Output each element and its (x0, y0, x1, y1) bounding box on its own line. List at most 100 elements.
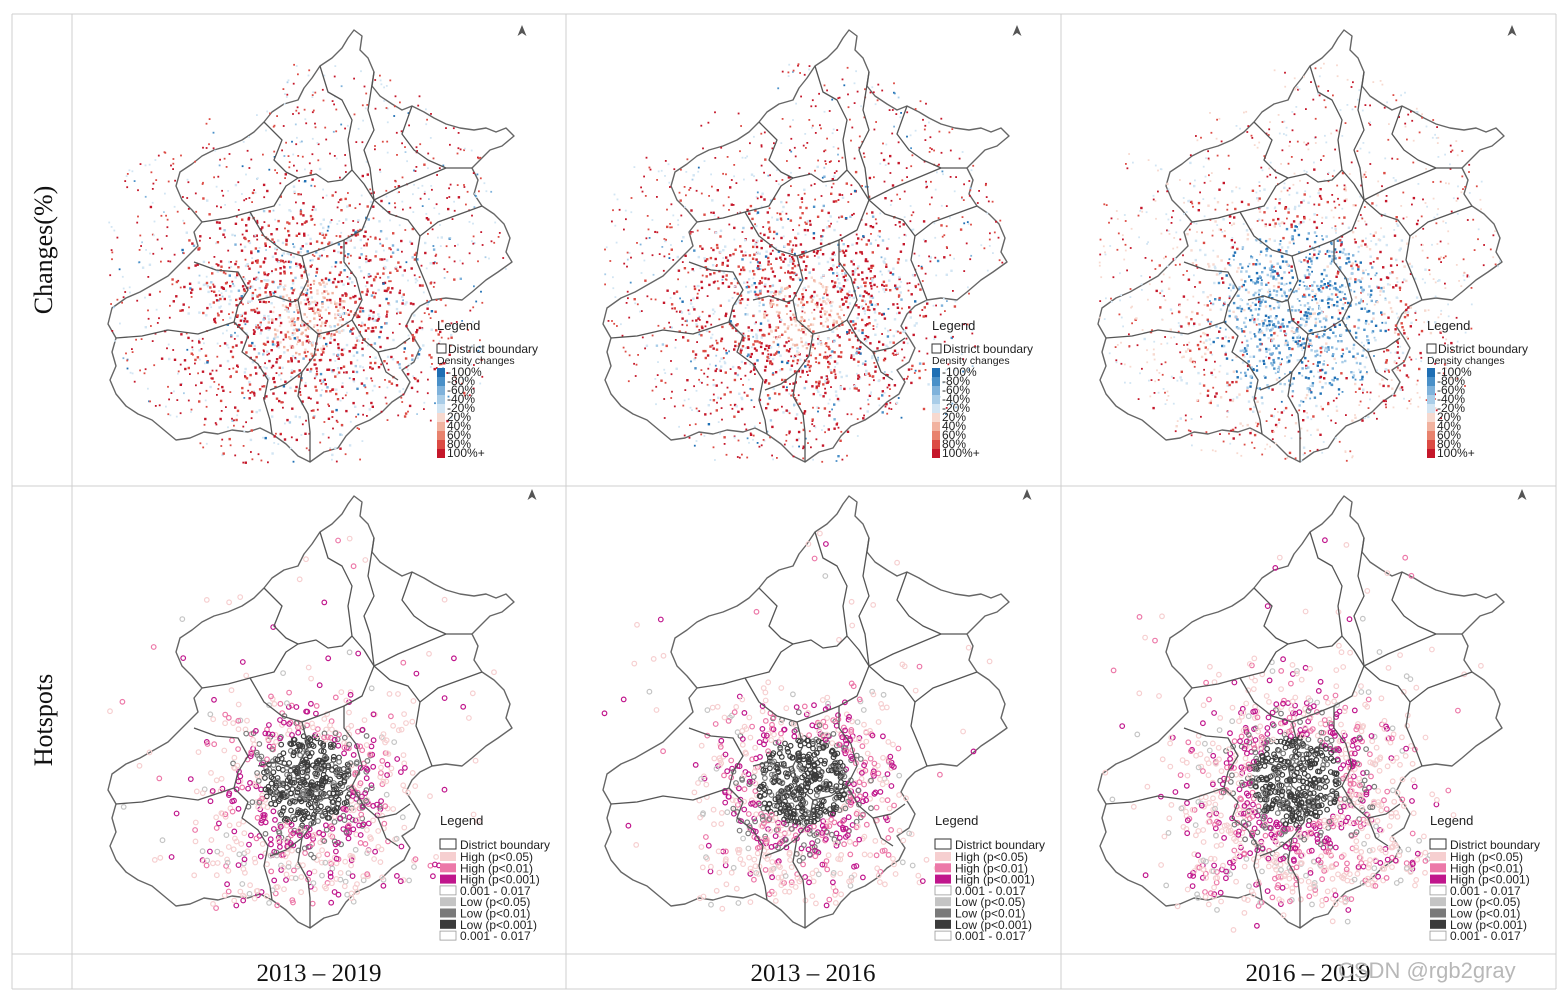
change-dot (329, 152, 331, 155)
change-dot (459, 383, 462, 386)
change-dot (893, 384, 897, 387)
change-dot (791, 278, 795, 281)
change-dot (717, 396, 720, 399)
hotspot-dot (291, 816, 298, 823)
change-dot (228, 302, 231, 306)
change-dot (402, 293, 405, 296)
change-dot (297, 112, 300, 115)
hotspot-dot (223, 832, 230, 839)
change-dot (399, 265, 402, 269)
change-dot (323, 236, 326, 239)
change-dot (435, 299, 438, 301)
change-dot (855, 251, 858, 255)
change-dot (195, 210, 198, 213)
change-dot (372, 319, 376, 322)
change-dot (679, 297, 681, 300)
change-dot (683, 186, 686, 188)
change-dot (205, 405, 208, 408)
change-dot (335, 460, 338, 463)
change-dot (278, 373, 281, 377)
change-dot (896, 306, 900, 309)
change-dot (377, 313, 380, 316)
change-dot (797, 194, 800, 196)
change-dot (183, 285, 186, 289)
change-dot (266, 283, 269, 286)
hotspot-dot (327, 873, 334, 880)
change-dot (354, 207, 357, 209)
hotspot-dot (354, 816, 361, 823)
hotspot-dot (363, 775, 370, 782)
change-dot (234, 276, 237, 279)
change-dot (249, 392, 252, 394)
hotspot-dot (268, 780, 275, 787)
change-dot (899, 225, 901, 228)
change-dot (284, 284, 287, 287)
change-dot (158, 404, 161, 407)
change-dot (843, 84, 846, 87)
change-dot (801, 306, 804, 309)
change-dot (431, 188, 433, 191)
change-dot (175, 415, 178, 418)
change-dot (326, 255, 329, 258)
district-boundary (201, 177, 299, 223)
change-dot (322, 218, 325, 221)
hotspot-dot (283, 792, 290, 799)
change-dot (345, 171, 347, 173)
hotspot-dot (362, 790, 369, 797)
change-dot (694, 356, 697, 359)
hotspot-dot (333, 876, 340, 882)
change-dot (280, 372, 283, 375)
change-dot (242, 445, 245, 447)
change-dot (732, 309, 735, 312)
change-dot (753, 282, 756, 285)
change-dot (754, 293, 758, 296)
change-dot (245, 224, 248, 227)
change-dot (871, 215, 875, 218)
change-dot (711, 264, 715, 267)
change-dot (810, 105, 813, 108)
change-dot (695, 189, 698, 192)
legend-label: -100% (447, 365, 482, 379)
change-dot (426, 392, 429, 395)
change-dot (614, 296, 617, 298)
hotspot-dot (257, 853, 264, 860)
change-dot (265, 249, 267, 251)
change-dot (413, 183, 415, 186)
change-dot (310, 184, 313, 187)
change-dot (295, 303, 298, 307)
change-dot (359, 228, 362, 232)
change-dot (352, 378, 355, 381)
change-dot (121, 275, 124, 278)
change-dot (266, 326, 269, 329)
change-dot (767, 353, 770, 356)
change-dot (863, 156, 866, 158)
change-dot (336, 309, 340, 312)
change-dot (792, 313, 795, 316)
change-dot (357, 127, 360, 130)
change-dot (627, 380, 630, 383)
change-dot (933, 149, 935, 152)
change-dot (399, 311, 402, 314)
change-dot (216, 342, 219, 345)
change-dot (987, 200, 990, 203)
hotspot-dot (324, 851, 331, 858)
hotspot-dot (341, 734, 348, 741)
change-dot (419, 197, 422, 200)
change-dot (349, 238, 352, 241)
change-dot (157, 154, 160, 157)
change-dot (841, 196, 845, 199)
hotspot-dot (364, 871, 371, 878)
change-dot (289, 210, 292, 213)
change-dot (797, 430, 801, 434)
hotspot-dot (369, 751, 376, 758)
change-dot (301, 323, 304, 326)
change-dot (398, 363, 401, 366)
hotspot-dot (271, 700, 278, 707)
change-dot (289, 447, 292, 450)
hotspot-dot (241, 869, 248, 876)
change-dot (859, 294, 862, 297)
change-dot (381, 140, 384, 143)
legend-swatch (437, 422, 445, 431)
